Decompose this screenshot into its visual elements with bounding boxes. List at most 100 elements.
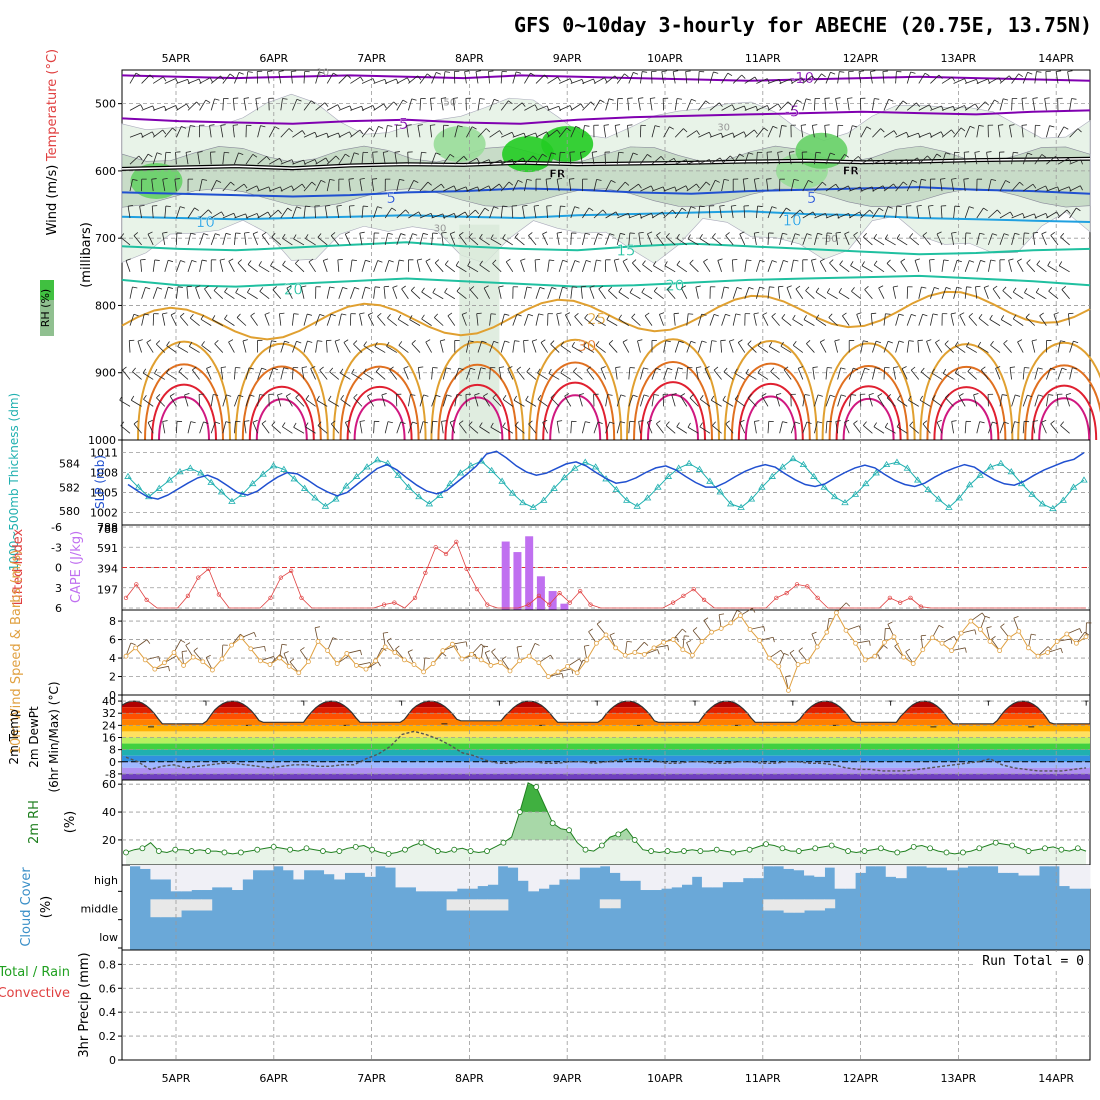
wind-barb-staff xyxy=(305,426,316,434)
high-cloud-clear-cell xyxy=(130,865,141,867)
wind-barb-flag xyxy=(307,340,313,343)
circle-marker-icon xyxy=(853,640,858,646)
high-cloud-clear-cell xyxy=(1069,865,1081,889)
wind-barb-flag xyxy=(966,341,970,347)
wind-barb-staff xyxy=(811,260,815,272)
wind-barb-icon xyxy=(151,205,158,219)
wind-barb-icon xyxy=(483,285,490,299)
wind-barb-flag xyxy=(329,367,334,373)
wind-barb-icon xyxy=(987,393,994,407)
circle-marker-icon xyxy=(1045,650,1050,655)
wind-barb-flag xyxy=(884,234,889,240)
wind-barb-icon xyxy=(963,178,969,192)
wind-barb-icon xyxy=(1060,421,1070,434)
wind-barb-icon xyxy=(492,393,502,407)
wind-barb-flag xyxy=(537,395,542,400)
wind-barb-staff xyxy=(545,179,548,192)
wind-barb-icon xyxy=(512,71,522,84)
wind-barb-staff xyxy=(199,209,209,219)
high-cloud-clear-cell xyxy=(375,865,386,867)
wind-barb-icon xyxy=(164,151,171,165)
circle-marker-icon xyxy=(976,845,983,852)
triangle-marker-icon xyxy=(872,469,880,476)
circle-marker-icon xyxy=(257,658,263,664)
wind-barb-icon xyxy=(373,420,380,434)
wind-barb-staff xyxy=(725,423,734,434)
wind-barb-icon xyxy=(756,286,765,299)
wind-barb-flag xyxy=(643,367,649,370)
wind-barb-icon xyxy=(1032,231,1039,245)
cape-tick-label: 788 xyxy=(97,521,118,534)
wind-barb-staff xyxy=(570,78,583,84)
wind-barb-flag xyxy=(140,104,144,110)
wind-barb-staff xyxy=(1068,313,1070,326)
wind-barb-staff xyxy=(872,341,877,353)
wind-barb-flag xyxy=(147,231,153,235)
wind-barb-staff xyxy=(848,394,852,407)
circle-marker-icon xyxy=(664,848,671,854)
wind-barb-staff xyxy=(442,367,447,380)
wind-barb-flag xyxy=(1026,259,1031,264)
wind-barb-icon xyxy=(419,394,429,407)
wind-barb-icon xyxy=(363,341,374,353)
wind-barb-flag xyxy=(690,206,696,209)
wind-barb-staff xyxy=(442,154,451,165)
wind-barb-staff xyxy=(476,313,479,326)
high-cloud-clear-cell xyxy=(242,865,254,880)
wind-barb-flag xyxy=(938,74,943,79)
wind-barb-icon xyxy=(245,367,254,380)
circle-marker-icon xyxy=(709,629,714,635)
middle-cloud-clear-cell xyxy=(181,899,192,911)
wind-barb-staff xyxy=(152,76,164,84)
wind-barb-flag xyxy=(215,233,221,236)
wind-barb-staff xyxy=(396,421,402,434)
wind-barb-staff xyxy=(1034,154,1043,165)
wind-barb-icon xyxy=(401,285,409,299)
wind-barb-icon xyxy=(1045,70,1051,84)
wind-barb-icon xyxy=(674,128,688,138)
wind-barb-flag xyxy=(505,258,511,263)
wind-barb-icon xyxy=(277,393,283,407)
wind-barb-icon xyxy=(935,339,943,353)
wind-barb-staff xyxy=(489,159,502,165)
wind-barb-icon xyxy=(725,420,734,434)
wind-barb-flag xyxy=(608,340,614,344)
wind-barb-icon xyxy=(222,151,230,165)
wind-barb-flag xyxy=(502,422,506,428)
wind-barb-staff xyxy=(848,125,853,138)
wind-barb-flag xyxy=(411,98,417,101)
wind-barb-staff xyxy=(524,72,531,84)
wind-barb-flag xyxy=(504,313,510,316)
wind-barb-icon xyxy=(444,260,456,273)
wind-barb-icon xyxy=(598,285,606,299)
wind-barb-icon xyxy=(928,204,934,219)
wind-barb-icon xyxy=(1036,260,1047,273)
wind-barb-icon xyxy=(941,287,951,299)
circle-marker-icon xyxy=(344,651,350,656)
wind-barb-staff xyxy=(604,152,606,165)
wind-barb-flag xyxy=(754,231,760,234)
wind-barb-staff xyxy=(361,152,364,165)
wind-barb-flag xyxy=(835,420,841,422)
wind-barb-flag xyxy=(797,99,802,103)
triangle-marker-icon xyxy=(591,463,600,470)
wind-barb-staff xyxy=(900,261,908,273)
wind-barb-flag xyxy=(898,313,904,316)
wind-barb-flag xyxy=(328,395,332,401)
wind-barb-flag xyxy=(479,233,483,239)
wind-barb-staff xyxy=(524,314,529,326)
wind-barb-staff xyxy=(431,367,434,380)
wind-barb-flag xyxy=(1035,287,1040,293)
wind-barb-flag xyxy=(441,183,445,189)
high-cloud-clear-cell xyxy=(181,865,192,892)
wind-barb-staff xyxy=(999,180,1006,192)
wind-barb-flag xyxy=(622,339,628,343)
wind-barb-staff xyxy=(1009,125,1012,138)
wind-barb-flag xyxy=(739,419,745,423)
wind-barb-flag xyxy=(622,258,628,262)
wind-barb-icon xyxy=(204,285,212,299)
wind-barb-icon xyxy=(1046,340,1052,353)
wind-barb-icon xyxy=(805,286,815,300)
wind-barb-flag xyxy=(546,131,550,137)
